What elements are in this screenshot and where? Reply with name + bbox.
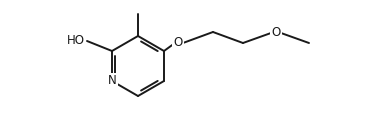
Text: HO: HO (67, 35, 85, 47)
Text: O: O (173, 36, 183, 50)
Text: N: N (108, 74, 116, 88)
Text: O: O (271, 26, 281, 40)
